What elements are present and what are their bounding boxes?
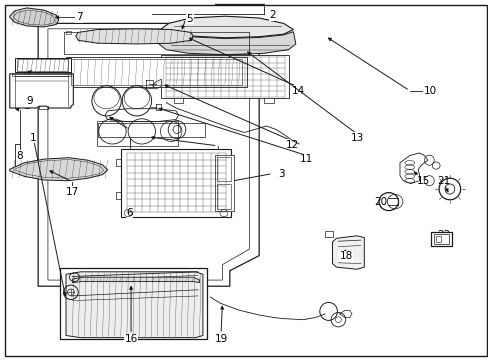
Polygon shape — [105, 109, 178, 122]
Bar — [217, 184, 230, 209]
Polygon shape — [10, 74, 73, 108]
Polygon shape — [332, 236, 364, 269]
Bar — [215, 155, 233, 211]
Text: 8: 8 — [16, 150, 23, 161]
Bar — [97, 121, 177, 146]
Bar — [435, 236, 440, 242]
Text: 5: 5 — [186, 14, 193, 24]
Text: 6: 6 — [126, 208, 133, 218]
Bar — [98, 123, 205, 137]
Bar — [324, 231, 333, 237]
Polygon shape — [10, 8, 59, 27]
Text: 15: 15 — [415, 176, 429, 186]
Text: 17: 17 — [65, 186, 79, 197]
Text: 14: 14 — [291, 86, 305, 96]
Text: 18: 18 — [339, 251, 352, 261]
Bar — [430, 232, 451, 246]
Text: 16: 16 — [124, 334, 138, 344]
Bar — [121, 149, 231, 217]
Bar — [151, 13, 325, 169]
Text: 21: 21 — [436, 176, 450, 186]
Bar — [71, 59, 242, 85]
Bar — [433, 234, 448, 244]
Polygon shape — [161, 16, 293, 38]
Text: 3: 3 — [277, 168, 284, 179]
Bar — [60, 268, 207, 339]
Bar — [15, 58, 71, 72]
Text: 13: 13 — [349, 132, 363, 143]
Polygon shape — [76, 29, 193, 44]
Text: 4: 4 — [214, 202, 221, 212]
Text: 10: 10 — [423, 86, 436, 96]
Text: 2: 2 — [269, 10, 276, 20]
Bar — [378, 198, 397, 205]
Text: 11: 11 — [299, 154, 313, 164]
Bar — [217, 157, 230, 181]
Text: 20: 20 — [373, 197, 386, 207]
Bar — [66, 31, 71, 34]
Bar — [17, 59, 68, 71]
Text: 22: 22 — [436, 230, 450, 240]
Polygon shape — [159, 32, 295, 55]
Text: 9: 9 — [26, 96, 33, 106]
Bar — [161, 55, 288, 98]
Text: 1: 1 — [30, 132, 37, 143]
Text: 12: 12 — [285, 140, 299, 150]
Text: 7: 7 — [76, 12, 82, 22]
Bar — [66, 57, 246, 87]
Polygon shape — [66, 272, 203, 338]
Text: 19: 19 — [214, 334, 227, 344]
Polygon shape — [72, 277, 199, 283]
Polygon shape — [10, 158, 107, 181]
